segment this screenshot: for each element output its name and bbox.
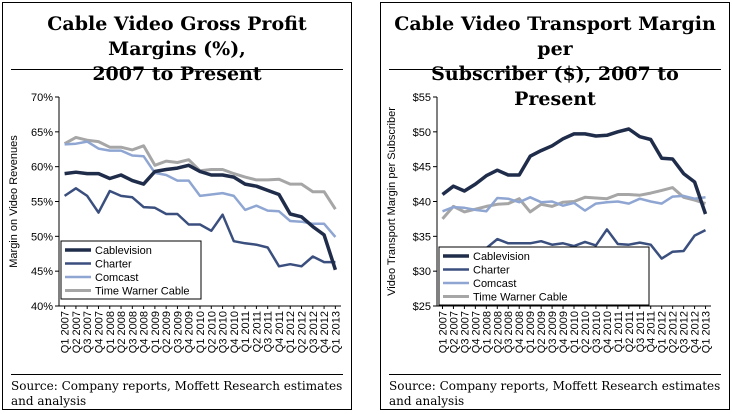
y-tick-label: 70% <box>31 92 53 104</box>
x-tick-label: Q4 2009 <box>558 311 570 353</box>
x-tick-label: Q1 2008 <box>105 311 117 353</box>
x-tick-label: Q2 2012 <box>668 311 680 353</box>
series-line-charter <box>63 187 336 268</box>
right-chart-panel: Cable Video Transport Margin per Subscri… <box>380 2 730 410</box>
legend-label: Time Warner Cable <box>95 286 190 298</box>
x-tick-label: Q3 2012 <box>679 311 691 353</box>
left-chart-title: Cable Video Gross Profit Margins (%), 20… <box>11 8 343 85</box>
left-title-line2: 2007 to Present <box>92 63 262 85</box>
y-tick-label: $35 <box>413 231 431 243</box>
x-tick-label: Q2 2012 <box>297 311 309 353</box>
right-chart-title: Cable Video Transport Margin per Subscri… <box>389 8 721 110</box>
y-tick-label: 50% <box>31 231 53 243</box>
x-tick-label: Q3 2010 <box>218 311 230 353</box>
legend-label: Charter <box>95 259 132 271</box>
x-tick-label: Q3 2007 <box>82 311 94 353</box>
right-title-line2: Subscriber ($), 2007 to Present <box>431 63 679 110</box>
x-tick-label: Q4 2011 <box>274 311 286 352</box>
y-tick-label: $55 <box>413 92 431 104</box>
x-tick-label: Q1 2013 <box>330 311 342 353</box>
x-tick-label: Q2 2007 <box>71 311 83 353</box>
right-line-chart: $25 $30 $35 $40 $45 $50 $55 Video Transport Mar… <box>386 92 713 353</box>
x-tick-label: Q4 2009 <box>184 311 196 353</box>
x-tick-label: Q1 2007 <box>437 311 449 353</box>
x-tick-label: Q4 2012 <box>690 311 702 353</box>
legend-label: Comcast <box>473 278 516 290</box>
left-title-line1: Cable Video Gross Profit Margins (%), <box>47 13 307 60</box>
x-tick-label: Q3 2007 <box>459 311 471 353</box>
x-tick-label: Q3 2008 <box>127 311 139 353</box>
x-tick-label: Q3 2012 <box>308 311 320 353</box>
x-tick-label: Q4 2011 <box>646 311 658 352</box>
y-tick-label: $30 <box>413 266 431 278</box>
legend-label: Cablevision <box>473 251 530 263</box>
series-line-comcast <box>442 194 706 213</box>
x-tick-label: Q1 2010 <box>195 311 207 353</box>
x-tick-label: Q2 2011 <box>251 311 263 352</box>
x-tick-label: Q1 2011 <box>240 311 252 352</box>
series-line-comcast <box>64 140 337 238</box>
x-tick-label: Q3 2011 <box>263 311 275 352</box>
x-tick-label: Q4 2012 <box>319 311 331 353</box>
x-tick-label: Q1 2011 <box>613 311 625 352</box>
series-line-cablevision <box>441 127 708 215</box>
x-tick-label: Q4 2010 <box>602 311 614 353</box>
y-tick-label: $45 <box>413 162 431 174</box>
left-chart-panel: Cable Video Gross Profit Margins (%), 20… <box>2 2 352 410</box>
x-tick-label: Q2 2010 <box>206 311 218 353</box>
x-tick-label: Q1 2008 <box>481 311 493 353</box>
y-axis-title: Margin on Video Revenues <box>8 135 20 268</box>
y-tick-label: $50 <box>413 127 431 139</box>
series-line-cablevision <box>64 163 338 271</box>
right-source-note: Source: Company reports, Moffett Researc… <box>389 374 721 409</box>
x-tick-label: Q3 2009 <box>547 311 559 353</box>
y-tick-label: $25 <box>413 301 431 313</box>
y-tick-label: 55% <box>31 197 53 209</box>
x-tick-label: Q3 2008 <box>503 311 515 353</box>
y-tick-label: 60% <box>31 162 53 174</box>
y-tick-label: 45% <box>31 266 53 278</box>
y-tick-label: $40 <box>413 197 431 209</box>
x-tick-label: Q4 2010 <box>229 311 241 353</box>
x-tick-label: Q2 2009 <box>161 311 173 353</box>
x-tick-label: Q2 2007 <box>448 311 460 353</box>
x-tick-label: Q3 2009 <box>172 311 184 353</box>
x-tick-label: Q2 2008 <box>116 311 128 353</box>
right-title-line1: Cable Video Transport Margin per <box>394 13 716 60</box>
x-tick-label: Q1 2009 <box>525 311 537 353</box>
left-line-chart: 40% 45% 50% 55% 60% 65% 70% Margin on Video Rev… <box>8 92 342 353</box>
x-tick-label: Q1 2013 <box>701 311 713 353</box>
x-tick-label: Q4 2008 <box>514 311 526 353</box>
y-tick-label: 65% <box>31 127 53 139</box>
x-tick-label: Q2 2009 <box>536 311 548 353</box>
x-tick-label: Q1 2009 <box>150 311 162 353</box>
x-tick-label: Q4 2008 <box>139 311 151 353</box>
x-tick-label: Q1 2012 <box>285 311 297 353</box>
legend-label: Comcast <box>95 272 138 284</box>
legend-box <box>438 246 650 306</box>
x-tick-label: Q2 2011 <box>624 311 636 352</box>
legend-label: Charter <box>473 265 510 277</box>
y-tick-label: 40% <box>31 301 53 313</box>
x-tick-label: Q4 2007 <box>470 311 482 353</box>
x-tick-label: Q4 2007 <box>93 311 105 353</box>
x-tick-label: Q3 2010 <box>591 311 603 353</box>
x-tick-label: Q1 2007 <box>60 311 72 353</box>
x-tick-label: Q1 2010 <box>569 311 581 353</box>
x-tick-label: Q1 2012 <box>657 311 669 353</box>
x-tick-label: Q2 2008 <box>492 311 504 353</box>
series-line-time-warner-cable <box>441 186 706 220</box>
x-tick-label: Q2 2010 <box>580 311 592 353</box>
y-axis-title: Video Transport Margin per Subscriber <box>386 107 398 296</box>
legend-label: Cablevision <box>95 245 152 257</box>
legend-label: Time Warner Cable <box>473 292 568 304</box>
x-tick-label: Q3 2011 <box>635 311 647 352</box>
left-source-note: Source: Company reports, Moffett Researc… <box>11 374 343 409</box>
